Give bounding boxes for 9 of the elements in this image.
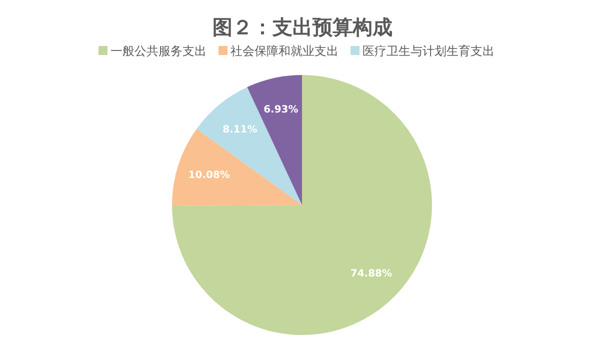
legend-label: 医疗卫生与计划生育支出 bbox=[362, 44, 494, 58]
chart-title: 图２：支出预算构成 bbox=[212, 15, 392, 39]
data-label: 8.11% bbox=[222, 124, 258, 136]
legend-label: 社会保障和就业支出 bbox=[230, 44, 338, 58]
data-label: 6.93% bbox=[264, 104, 298, 116]
legend-label: 一般公共服务支出 bbox=[110, 44, 206, 58]
data-label: 10.08% bbox=[188, 170, 230, 182]
data-label: 74.88% bbox=[350, 268, 392, 280]
pie-slice bbox=[172, 75, 432, 335]
